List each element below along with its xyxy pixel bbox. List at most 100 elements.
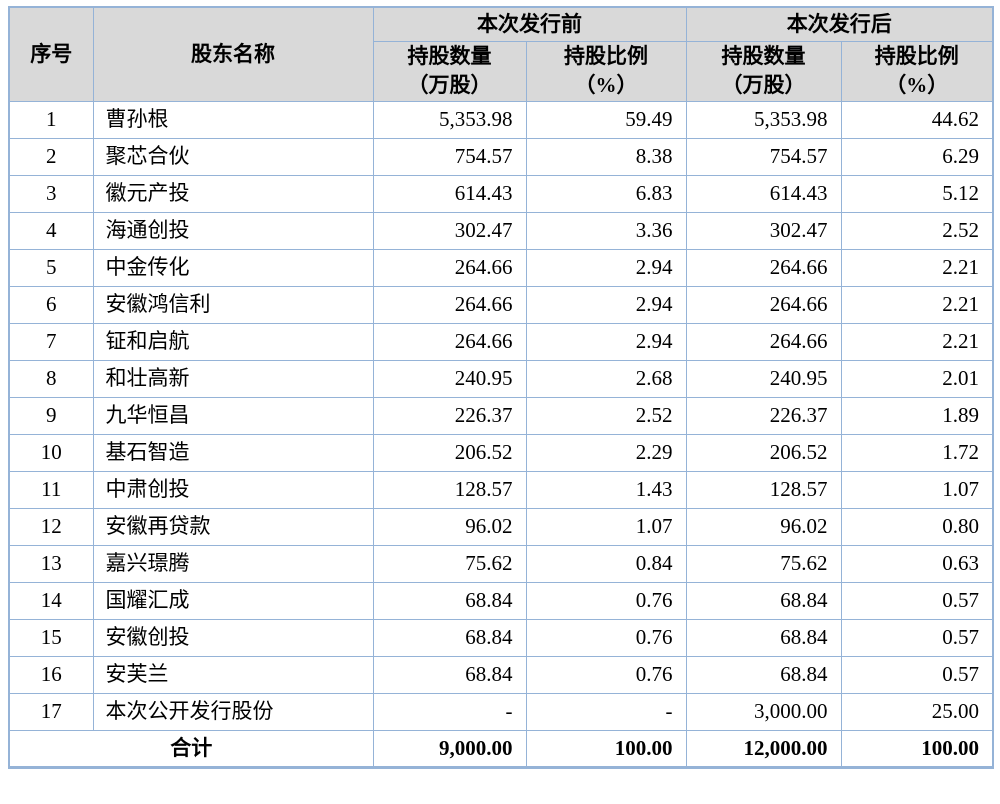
header-pct-line1: 持股比例 — [874, 43, 959, 68]
pct-after-value: 2.21 — [840, 322, 994, 361]
pct-before-value: 2.94 — [525, 322, 687, 361]
row-number: 9 — [8, 396, 94, 435]
pct-before-value: 2.94 — [525, 285, 687, 324]
pct-before-value: 1.43 — [525, 470, 687, 509]
pct-after-value: 0.57 — [840, 618, 994, 657]
header-group-row: 序号 股东名称 本次发行前 本次发行后 — [8, 6, 994, 102]
qty-before-value: - — [372, 692, 527, 731]
qty-before-value: 264.66 — [372, 322, 527, 361]
shareholder-name: 安徽鸿信利 — [92, 285, 374, 324]
table-row: 16 安芙兰 68.84 0.76 68.84 0.57 — [8, 655, 994, 694]
total-label: 合计 — [8, 729, 374, 768]
shareholder-name: 中金传化 — [92, 248, 374, 287]
qty-after-value: 264.66 — [685, 285, 842, 324]
row-number: 14 — [8, 581, 94, 620]
header-qty-line2: （万股） — [721, 73, 806, 97]
shareholder-name: 九华恒昌 — [92, 396, 374, 435]
pct-after-value: 1.72 — [840, 433, 994, 472]
pct-before-value: 59.49 — [525, 100, 687, 139]
row-number: 8 — [8, 359, 94, 398]
table-row: 17 本次公开发行股份 - - 3,000.00 25.00 — [8, 692, 994, 731]
pct-before-value: 2.52 — [525, 396, 687, 435]
pct-before-value: 6.83 — [525, 174, 687, 213]
header-pct-line2: （%） — [574, 73, 638, 97]
qty-after-value: 302.47 — [685, 211, 842, 250]
qty-before-value: 614.43 — [372, 174, 527, 213]
total-qty-after: 12,000.00 — [685, 729, 842, 768]
table-row: 5 中金传化 264.66 2.94 264.66 2.21 — [8, 248, 994, 287]
header-col-name: 股东名称 — [92, 6, 374, 102]
row-number: 10 — [8, 433, 94, 472]
header-pct-line1: 持股比例 — [564, 43, 648, 68]
pct-before-value: 0.84 — [525, 544, 687, 583]
row-number: 1 — [8, 100, 94, 139]
qty-before-value: 5,353.98 — [372, 100, 527, 139]
qty-after-value: 68.84 — [685, 655, 842, 694]
table-row: 8 和壮高新 240.95 2.68 240.95 2.01 — [8, 359, 994, 398]
table-row: 6 安徽鸿信利 264.66 2.94 264.66 2.21 — [8, 285, 994, 324]
row-number: 16 — [8, 655, 94, 694]
row-number: 13 — [8, 544, 94, 583]
qty-after-value: 68.84 — [685, 581, 842, 620]
qty-before-value: 754.57 — [372, 137, 527, 176]
shareholder-name: 国耀汇成 — [92, 581, 374, 620]
shareholder-name: 徽元产投 — [92, 174, 374, 213]
shareholder-name: 聚芯合伙 — [92, 137, 374, 176]
shareholder-name: 安徽创投 — [92, 618, 374, 657]
table-row: 1 曹孙根 5,353.98 59.49 5,353.98 44.62 — [8, 100, 994, 139]
table-row: 14 国耀汇成 68.84 0.76 68.84 0.57 — [8, 581, 994, 620]
qty-after-value: 264.66 — [685, 248, 842, 287]
table-row: 3 徽元产投 614.43 6.83 614.43 5.12 — [8, 174, 994, 213]
header-pct-line2: （%） — [885, 73, 949, 97]
qty-before-value: 240.95 — [372, 359, 527, 398]
table-row: 13 嘉兴璟腾 75.62 0.84 75.62 0.63 — [8, 544, 994, 583]
shareholder-name: 中肃创投 — [92, 470, 374, 509]
pct-after-value: 2.52 — [840, 211, 994, 250]
pct-after-value: 0.63 — [840, 544, 994, 583]
qty-before-value: 68.84 — [372, 655, 527, 694]
qty-before-value: 68.84 — [372, 581, 527, 620]
qty-after-value: 3,000.00 — [685, 692, 842, 731]
row-number: 15 — [8, 618, 94, 657]
qty-before-value: 206.52 — [372, 433, 527, 472]
pct-after-value: 1.07 — [840, 470, 994, 509]
table-row: 7 钲和启航 264.66 2.94 264.66 2.21 — [8, 322, 994, 361]
pct-before-value: 2.68 — [525, 359, 687, 398]
shareholder-name: 嘉兴璟腾 — [92, 544, 374, 583]
table-row: 4 海通创投 302.47 3.36 302.47 2.52 — [8, 211, 994, 250]
qty-after-value: 240.95 — [685, 359, 842, 398]
qty-after-value: 614.43 — [685, 174, 842, 213]
header-col-no: 序号 — [8, 6, 94, 102]
row-number: 17 — [8, 692, 94, 731]
shareholder-name: 钲和启航 — [92, 322, 374, 361]
total-qty-before: 9,000.00 — [372, 729, 527, 768]
table-header: 序号 股东名称 本次发行前 本次发行后 持股数量 （万股） 持股比例 （%） 持… — [8, 6, 994, 102]
qty-after-value: 226.37 — [685, 396, 842, 435]
qty-after-value: 754.57 — [685, 137, 842, 176]
shareholder-name: 安芙兰 — [92, 655, 374, 694]
pct-before-value: 8.38 — [525, 137, 687, 176]
shareholder-name: 基石智造 — [92, 433, 374, 472]
pct-after-value: 0.57 — [840, 655, 994, 694]
qty-before-value: 302.47 — [372, 211, 527, 250]
shareholder-name: 海通创投 — [92, 211, 374, 250]
pct-after-value: 1.89 — [840, 396, 994, 435]
pct-after-value: 44.62 — [840, 100, 994, 139]
shareholder-name: 曹孙根 — [92, 100, 374, 139]
pct-before-value: 3.36 — [525, 211, 687, 250]
header-qty-line1: 持股数量 — [721, 43, 806, 68]
qty-before-value: 264.66 — [372, 285, 527, 324]
table-row: 2 聚芯合伙 754.57 8.38 754.57 6.29 — [8, 137, 994, 176]
header-sub-row: 持股数量 （万股） 持股比例 （%） 持股数量 （万股） 持股比例 （%） — [9, 40, 994, 102]
pct-before-value: 2.29 — [525, 433, 687, 472]
table-footer: 合计 9,000.00 100.00 12,000.00 100.00 — [8, 729, 994, 768]
pct-before-value: 2.94 — [525, 248, 687, 287]
pct-after-value: 2.21 — [840, 248, 994, 287]
qty-after-value: 5,353.98 — [685, 100, 842, 139]
shareholder-name: 本次公开发行股份 — [92, 692, 374, 731]
total-pct-after: 100.00 — [840, 729, 994, 768]
pct-before-value: 1.07 — [525, 507, 687, 546]
qty-after-value: 96.02 — [685, 507, 842, 546]
qty-before-value: 96.02 — [372, 507, 527, 546]
